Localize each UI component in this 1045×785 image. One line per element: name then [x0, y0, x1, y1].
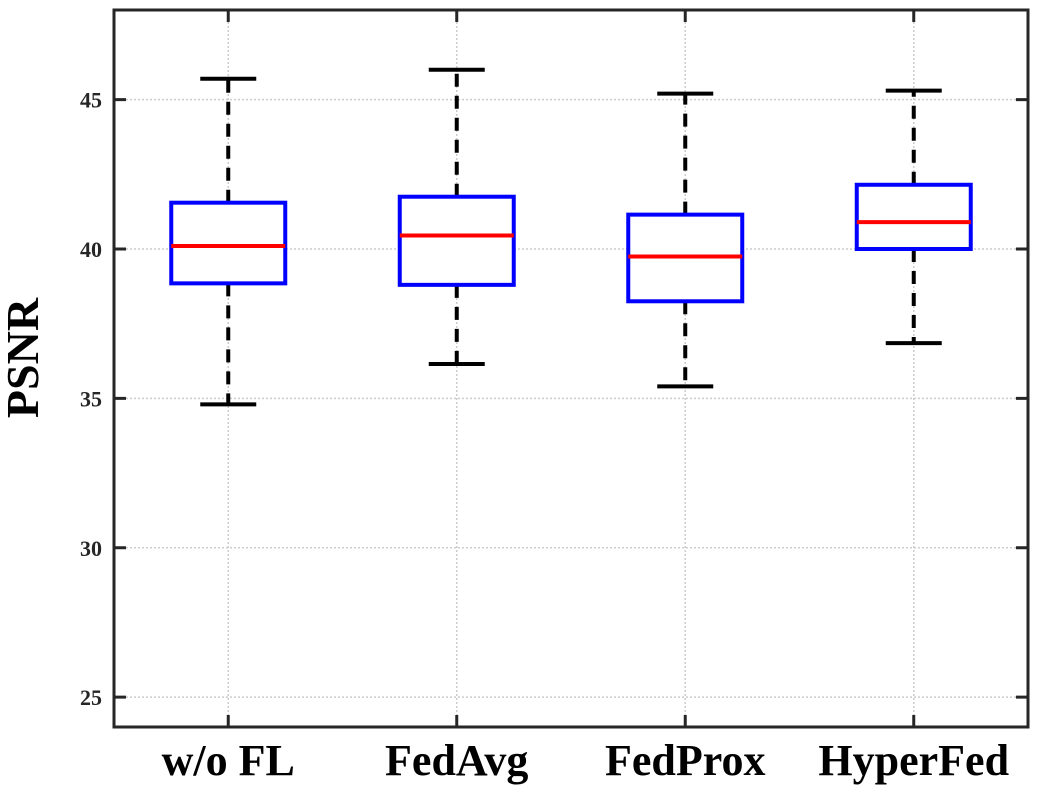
box-series [169, 67, 973, 407]
plot-area-frame [112, 8, 1030, 729]
box-0 [169, 76, 288, 407]
box-3 [854, 88, 973, 346]
y-tick-label: 25 [80, 685, 102, 710]
x-category-label: FedAvg [385, 736, 528, 785]
y-axis-label: PSNR [0, 297, 48, 418]
x-category-label: FedProx [605, 736, 766, 785]
y-tick-label: 45 [80, 88, 102, 113]
axis-ticks: 25 30 35 40 45 w/o FL FedAvg FedProx HyperFed [80, 10, 1028, 785]
x-category-label: w/o FL [162, 736, 295, 785]
y-tick-label: 40 [80, 237, 102, 262]
iqr-box [397, 194, 516, 287]
x-category-label: HyperFed [818, 736, 1009, 785]
y-tick-label: 30 [80, 536, 102, 561]
grid-lines [114, 10, 1028, 727]
box-2 [626, 91, 745, 389]
iqr-box [854, 182, 973, 251]
iqr-box [169, 200, 288, 286]
y-tick-label: 35 [80, 386, 102, 411]
box-1 [397, 67, 516, 367]
